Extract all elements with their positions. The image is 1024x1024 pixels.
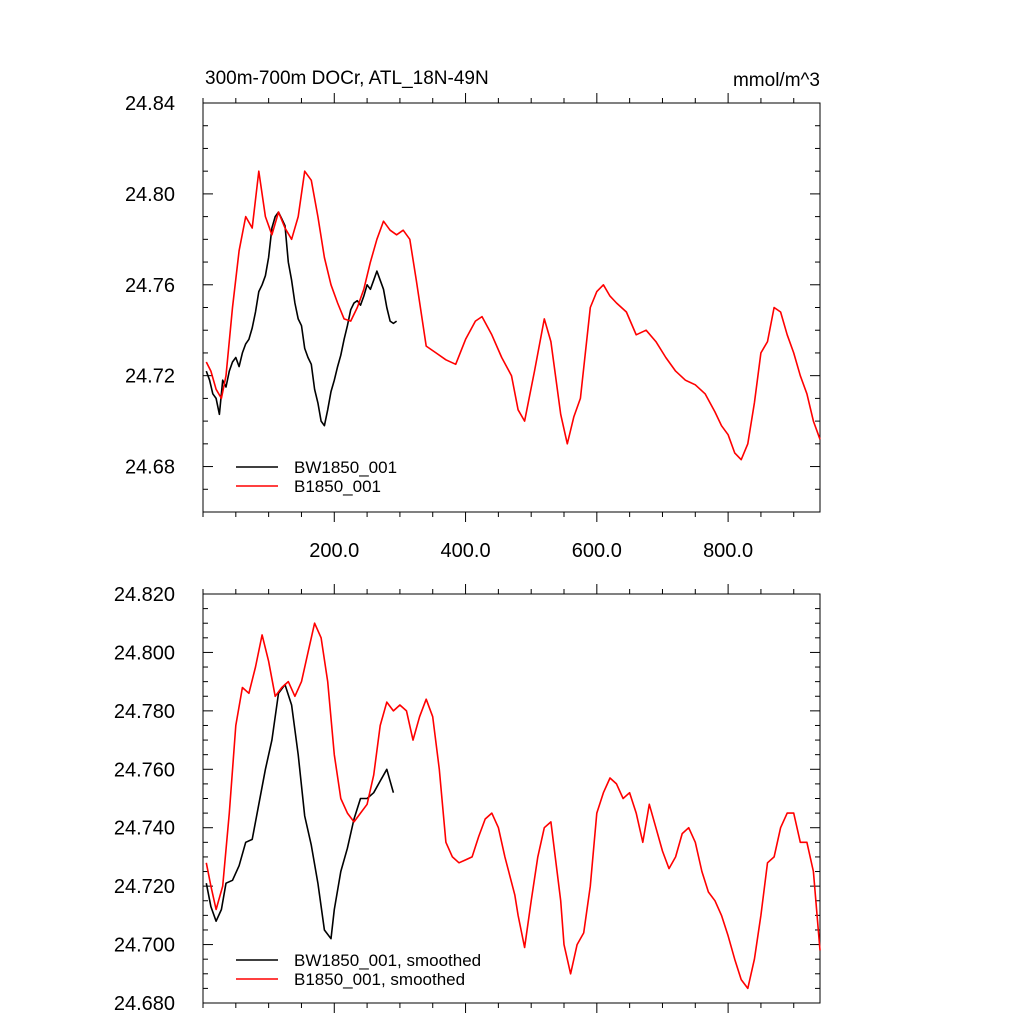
y-tick-label: 24.76 [125,275,175,297]
chart-title: 300m-700m DOCr, ATL_18N-49N [205,68,489,89]
x-tick-label: 400.0 [441,540,491,562]
plot-frame [202,593,821,1004]
x-tick-label: 200.0 [309,540,359,562]
top-panel: 24.68 24.72 24.76 24.80 24.84 200.0 400.0 600.0… [125,93,821,562]
y-tick-label: 24.68 [125,457,175,479]
series-line-0 [205,683,395,940]
x-tick-label: 600.0 [572,540,622,562]
legend-label: BW1850_001 [294,458,397,477]
y-tick-label: 24.84 [125,93,175,115]
series-line-1 [205,170,821,461]
y-tick-label: 24.72 [125,366,175,388]
y-tick-label: 24.820 [114,584,175,606]
units-label: mmol/m^3 [733,70,820,91]
y-tick-label: 24.80 [125,184,175,206]
y-tick-label: 24.680 [114,993,175,1015]
y-tick-label: 24.800 [114,642,175,664]
legend-label: B1850_001 [294,477,381,496]
y-tick-label: 24.740 [114,818,175,840]
y-tick-label: 24.780 [114,701,175,723]
legend-label: BW1850_001, smoothed [294,951,481,970]
y-tick-label: 24.720 [114,876,175,898]
bottom-panel: 24.680 24.700 24.720 24.740 24.760 24.780 24.8… [114,584,821,1015]
series-line-0 [205,211,398,427]
legend-label: B1850_001, smoothed [294,970,465,989]
series-line-1 [205,622,821,990]
y-tick-label: 24.700 [114,935,175,957]
x-tick-label: 800.0 [703,540,753,562]
y-tick-label: 24.760 [114,759,175,781]
